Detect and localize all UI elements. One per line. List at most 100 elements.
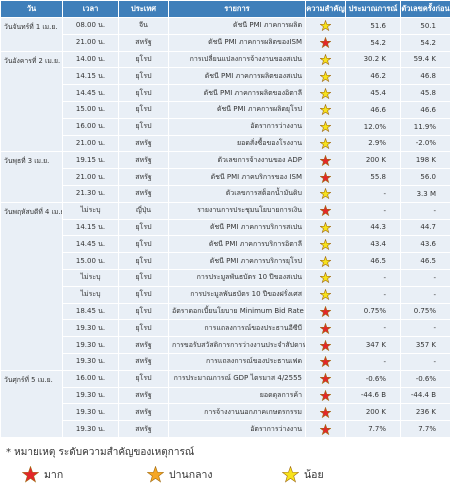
- importance-cell: [305, 117, 346, 136]
- column-header: ประมาณการณ์: [345, 0, 401, 18]
- forecast-cell: 0.75%: [345, 302, 401, 321]
- star: [320, 305, 331, 317]
- forecast-cell: 44.3: [345, 218, 401, 237]
- previous-cell: 54.2: [400, 33, 450, 52]
- day-cell: วันศุกร์ที่ 5 เม.ย.: [0, 369, 63, 438]
- event-cell: ดัชนี PMI ภาคการบริการอิตาลี: [168, 235, 306, 254]
- country-cell: สหรัฐ: [118, 386, 169, 405]
- country-cell: ยุโรป: [118, 100, 169, 119]
- forecast-cell: -0.6%: [345, 369, 401, 388]
- time-cell: 14.45 น.: [62, 235, 119, 254]
- star: [320, 339, 331, 351]
- table-row: 14.45 น. ยุโรป ดัชนี PMI ภาคการผลิตของอิตา…: [1, 84, 450, 102]
- previous-cell: 59.4 K: [400, 50, 450, 69]
- time-cell: 15.00 น.: [62, 252, 119, 270]
- star: [320, 255, 331, 267]
- importance-cell: [305, 268, 346, 287]
- event-cell: ดัชนี PMI ภาคการบริการยุโรป: [168, 252, 306, 270]
- time-cell: 14.15 น.: [62, 218, 119, 237]
- event-cell: ยอดดุลการค้า: [168, 386, 306, 405]
- time-cell: 15.00 น.: [62, 100, 119, 119]
- time-cell: 19.30 น.: [62, 403, 119, 422]
- event-cell: ดัชนี PMI ภาคการบริการสเปน: [168, 218, 306, 237]
- star-icon: [320, 406, 331, 418]
- star-icon: [320, 289, 331, 301]
- star: [320, 356, 331, 368]
- country-cell: ยุโรป: [118, 369, 169, 388]
- forecast-cell: 12.0%: [345, 117, 401, 136]
- event-cell: ดัชนี PMI ภาคการผลิต: [168, 17, 306, 35]
- previous-cell: -0.6%: [400, 369, 450, 388]
- table-row: วันอังคารที่ 2 เม.ย. 14.00 น. ยุโรป การเปลี…: [0, 50, 450, 153]
- importance-cell: [305, 67, 346, 86]
- time-cell: 14.45 น.: [62, 84, 119, 102]
- time-cell: 19.15 น.: [62, 151, 119, 170]
- country-cell: สหรัฐ: [118, 403, 169, 422]
- calendar-table: วัน เวลา ประเทศ รายการ ความสำคัญ ประมาณการณ์ต…: [0, 0, 450, 438]
- column-header: ความสำคัญ: [305, 0, 346, 18]
- table-row: 21.00 น. สหรัฐ ดัชนี PMI ภาคบริการของ ISM 5…: [1, 168, 450, 186]
- time-cell: 19.30 น.: [62, 420, 119, 438]
- table-row: 15.00 น. ยุโรป ดัชนี PMI ภาคการบริการยุโรป…: [1, 252, 450, 270]
- star-icon: [320, 188, 331, 200]
- country-cell: ยุโรป: [118, 235, 169, 254]
- table-row: วันจันทร์ที่ 1 เม.ย. 08.00 น. จีน ดัชนี PMI…: [0, 17, 450, 52]
- star-icon: [320, 255, 331, 267]
- importance-cell: [305, 386, 346, 405]
- star: [320, 322, 331, 334]
- event-cell: อัตราการว่างงาน: [168, 420, 306, 438]
- column-header: ประเทศ: [118, 0, 169, 18]
- importance-cell: [305, 252, 346, 270]
- forecast-cell: 43.4: [345, 235, 401, 254]
- importance-cell: [305, 302, 346, 321]
- star-icon: [320, 70, 331, 82]
- forecast-cell: -: [345, 201, 401, 220]
- country-cell: ญี่ปุ่น: [118, 201, 169, 220]
- table-row: 14.45 น. ยุโรป ดัชนี PMI ภาคการบริการอิตาล…: [1, 235, 450, 254]
- event-cell: อัตราการว่างงาน: [168, 117, 306, 136]
- star: [320, 406, 331, 418]
- time-cell: 19.30 น.: [62, 352, 119, 371]
- table-row: 19.30 น. สหรัฐ การจ้างงานนอกภาคเกษตรกรรม 20…: [1, 403, 450, 422]
- country-cell: ยุโรป: [118, 285, 169, 304]
- event-cell: การประมูลพันธบัตร 10 ปีของฝรั่งเศส: [168, 285, 306, 304]
- forecast-cell: 46.5: [345, 252, 401, 270]
- forecast-cell: 200 K: [345, 403, 401, 422]
- time-cell: 14.15 น.: [62, 67, 119, 86]
- country-cell: ยุโรป: [118, 268, 169, 287]
- star-icon: [320, 37, 331, 49]
- table-row: วันศุกร์ที่ 5 เม.ย. 16.00 น. ยุโรป การประมา…: [0, 369, 450, 438]
- table-row: 21.00 น. สหรัฐ ยอดสั่งซื้อของโรงงาน 2.9% -2.…: [1, 134, 450, 153]
- country-cell: สหรัฐ: [118, 134, 169, 153]
- time-cell: 21.00 น.: [62, 168, 119, 186]
- star: [320, 87, 331, 99]
- star-icon: [320, 272, 331, 284]
- note-text: * หมายเหตุ ระดับความสำคัญของเหตุการณ์: [6, 447, 195, 458]
- star: [320, 272, 331, 284]
- column-header: วัน: [0, 0, 63, 18]
- star: [320, 53, 331, 65]
- importance-cell: [305, 336, 346, 354]
- event-cell: การจ้างงานนอกภาคเกษตรกรรม: [168, 403, 306, 422]
- star-icon: [320, 121, 331, 133]
- time-cell: 18.45 น.: [62, 302, 119, 321]
- star: [320, 121, 331, 133]
- star: [320, 37, 331, 49]
- event-cell: การขอรับสวัสดิการการว่างงานประจำสัปดาห์: [168, 336, 306, 354]
- importance-cell: [305, 201, 346, 220]
- column-header: รายการ: [168, 0, 306, 18]
- column-header: ตัวเลขครั้งก่อน: [400, 0, 450, 18]
- star: [320, 137, 331, 149]
- star: [147, 466, 164, 483]
- star: [22, 466, 39, 483]
- star: [320, 238, 331, 250]
- event-cell: ดัชนี PMI ภาคการผลิตยุโรป: [168, 100, 306, 119]
- forecast-cell: 7.7%: [345, 420, 401, 438]
- previous-cell: 7.7%: [400, 420, 450, 438]
- star: [320, 188, 331, 200]
- event-cell: การแถลงการณ์ของประธานอีซีบี: [168, 319, 306, 338]
- star: [320, 373, 331, 385]
- forecast-cell: -: [345, 285, 401, 304]
- star-icon: [320, 87, 331, 99]
